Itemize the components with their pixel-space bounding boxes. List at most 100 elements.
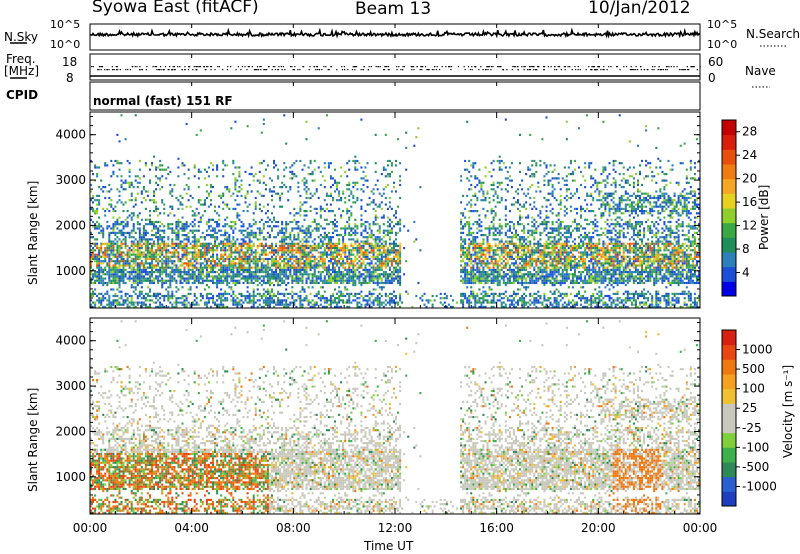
power-cell — [462, 277, 465, 280]
nave-dot — [91, 66, 93, 68]
power-cell — [96, 220, 99, 224]
power-cell — [301, 286, 304, 289]
power-cell — [334, 190, 337, 193]
power-cell — [240, 292, 243, 295]
power-cell — [136, 268, 139, 271]
power-cell — [165, 264, 168, 267]
power-cell — [122, 238, 125, 241]
power-cell — [283, 303, 286, 306]
power-cell — [350, 268, 353, 271]
power-cell — [397, 303, 400, 306]
power-cell — [110, 268, 113, 271]
power-cell — [474, 273, 477, 276]
power-cell — [301, 281, 304, 285]
power-cell — [220, 249, 223, 252]
nave-dot — [529, 69, 531, 71]
power-cell — [268, 273, 271, 276]
power-cell — [94, 255, 97, 258]
power-cell — [472, 210, 475, 213]
nave-dot — [517, 69, 519, 71]
power-cell — [242, 240, 245, 243]
power-cell — [203, 301, 206, 304]
nave-dot — [256, 69, 258, 71]
power-cell — [323, 290, 326, 293]
power-cell — [293, 266, 296, 269]
power-cell — [138, 255, 141, 258]
power-cell — [362, 253, 365, 256]
power-cell — [187, 271, 190, 274]
power-cell — [128, 262, 131, 265]
power-cell — [157, 277, 160, 280]
power-cell — [327, 240, 330, 243]
power-cell — [299, 255, 302, 258]
power-cell — [175, 299, 178, 302]
power-cell — [142, 277, 145, 280]
power-cell — [271, 264, 274, 267]
power-cell — [212, 227, 215, 230]
nave-dot — [588, 66, 590, 68]
power-cell — [130, 181, 133, 184]
power-cell — [283, 162, 286, 165]
power-cell — [271, 242, 274, 245]
power-cell — [212, 168, 215, 171]
power-cell — [108, 244, 111, 247]
power-cell — [136, 257, 139, 261]
power-cell — [289, 266, 292, 269]
power-cell — [352, 281, 355, 285]
power-cell — [228, 286, 231, 289]
power-cell — [464, 279, 467, 282]
power-cell — [214, 275, 217, 278]
power-cell — [120, 253, 123, 256]
power-cell — [163, 242, 166, 245]
power-cell — [151, 164, 154, 167]
power-cell — [187, 186, 190, 189]
power-cell — [92, 301, 95, 304]
power-cell — [149, 251, 152, 254]
power-cell — [149, 220, 152, 224]
power-cell — [122, 251, 125, 254]
power-cell — [238, 273, 241, 276]
power-cell — [268, 190, 271, 193]
power-cell — [163, 279, 166, 282]
power-cell — [380, 251, 383, 254]
power-cell — [470, 199, 473, 202]
power-cell — [386, 262, 389, 265]
power-cell — [214, 231, 217, 234]
power-cell — [132, 186, 135, 189]
power-cell — [307, 173, 310, 176]
nave-dot — [281, 69, 283, 71]
power-cell — [299, 247, 302, 250]
power-cell — [226, 186, 229, 189]
power-cell — [283, 168, 286, 171]
power-cell — [142, 238, 145, 241]
power-cell — [417, 281, 420, 285]
power-cell — [157, 260, 160, 263]
power-cell — [140, 192, 143, 195]
power-cell — [317, 297, 320, 300]
power-cell — [386, 277, 389, 280]
power-cell — [468, 253, 471, 256]
power-cell — [348, 223, 351, 226]
power-cell — [177, 301, 180, 304]
power-cell — [104, 251, 107, 254]
power-cell — [189, 229, 192, 232]
power-cell — [175, 238, 178, 241]
power-cell — [372, 257, 375, 261]
power-cell — [285, 257, 288, 261]
power-cell — [128, 301, 131, 304]
power-cell — [92, 257, 95, 261]
power-cell — [344, 253, 347, 256]
power-cell — [303, 271, 306, 274]
power-cell — [291, 294, 294, 298]
power-cell — [94, 199, 97, 202]
power-cell — [356, 305, 359, 308]
power-cell — [187, 281, 190, 285]
power-cell — [268, 225, 271, 228]
power-cell — [336, 303, 339, 306]
power-cell — [325, 301, 328, 304]
power-cell — [250, 294, 253, 298]
power-cell — [175, 268, 178, 271]
nave-dot — [104, 69, 106, 71]
power-cell — [240, 273, 243, 276]
power-cell — [468, 251, 471, 254]
